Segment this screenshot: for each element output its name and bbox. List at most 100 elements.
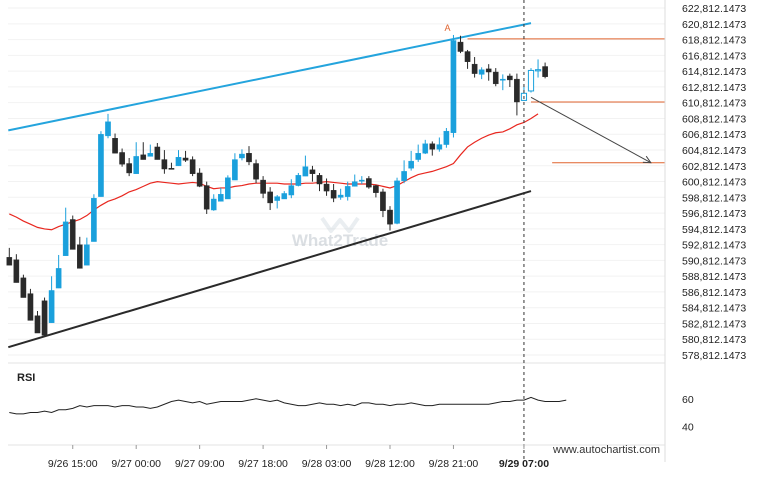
candle-body <box>401 171 407 182</box>
price-tick-label: 614,812.1473 <box>682 66 746 78</box>
rsi-label: RSI <box>17 372 35 384</box>
candle-body <box>161 159 168 170</box>
time-tick-label: 9/28 21:00 <box>429 458 479 470</box>
price-tick-label: 594,812.1473 <box>682 224 746 236</box>
price-tick-label: 590,812.1473 <box>682 255 746 267</box>
candle-body <box>527 69 535 92</box>
candle <box>366 176 372 189</box>
candle <box>429 141 436 156</box>
candle-body <box>260 179 266 194</box>
price-tick-label: 600,812.1473 <box>682 177 746 189</box>
candle-body <box>84 244 90 266</box>
candle-body <box>126 163 132 174</box>
candle <box>295 172 302 187</box>
candle-body <box>147 153 154 157</box>
candle-body <box>351 181 358 187</box>
candle-body <box>6 257 13 266</box>
candle <box>41 297 48 336</box>
price-tick-label: 588,812.1473 <box>682 271 746 283</box>
candle <box>359 176 365 184</box>
candle-body <box>281 193 288 200</box>
trendline-layer <box>8 22 532 349</box>
level-layer <box>467 38 665 164</box>
candle <box>344 181 351 201</box>
candle <box>196 168 203 188</box>
candle-body <box>478 69 485 75</box>
candle-body <box>408 160 414 169</box>
candle <box>330 184 337 203</box>
candle-body <box>175 156 182 167</box>
candle <box>34 310 41 334</box>
channel-trendline <box>8 190 532 349</box>
candle-body <box>443 130 450 145</box>
candle <box>168 162 175 170</box>
candle <box>267 187 273 211</box>
candle-body <box>91 197 97 242</box>
price-tick-label: 612,812.1473 <box>682 82 746 94</box>
candle-body <box>182 157 189 161</box>
candle <box>380 188 386 218</box>
candle-body <box>154 146 161 160</box>
candle <box>415 144 422 162</box>
candle <box>274 195 281 209</box>
candle <box>464 49 471 69</box>
candle <box>20 274 27 298</box>
price-tick-label: 596,812.1473 <box>682 208 746 220</box>
candle-body <box>168 168 175 170</box>
candle <box>542 62 548 79</box>
candle <box>492 68 499 87</box>
candle-body <box>295 175 302 186</box>
candle-body <box>429 143 436 150</box>
candle-body <box>534 69 542 72</box>
projection-layer <box>530 96 652 164</box>
price-tick-label: 608,812.1473 <box>682 113 746 125</box>
candle <box>84 237 90 266</box>
candle <box>6 247 13 266</box>
price-tick-label: 606,812.1473 <box>682 129 746 141</box>
candle <box>154 142 161 160</box>
candle <box>443 128 450 148</box>
candle-body <box>62 221 69 256</box>
arrow-head-icon <box>642 155 652 164</box>
candle <box>161 150 168 174</box>
candle-body <box>76 244 83 269</box>
candle-body <box>48 290 55 323</box>
price-tick-label: 604,812.1473 <box>682 145 746 157</box>
candle <box>450 34 457 138</box>
candle-body <box>471 63 478 74</box>
price-tick-label: 592,812.1473 <box>682 240 746 252</box>
price-tick-label: 598,812.1473 <box>682 192 746 204</box>
moving-average-layer <box>9 113 539 231</box>
rsi-panel: 60 40 <box>9 394 694 433</box>
candle-body <box>492 71 499 85</box>
moving-average-line <box>9 113 539 231</box>
candle <box>253 159 259 184</box>
candle <box>69 215 76 250</box>
grid-layer <box>8 7 665 356</box>
candle <box>91 194 97 242</box>
candle-body <box>267 191 273 204</box>
candle <box>288 179 295 199</box>
candle <box>225 175 231 200</box>
candle <box>394 177 400 225</box>
time-tick-label: 9/29 07:00 <box>499 458 549 470</box>
candle <box>500 74 506 91</box>
candle-body <box>485 68 492 73</box>
candle-body <box>309 169 316 174</box>
watermark-logo-icon <box>320 216 360 233</box>
rsi-tick-label: 60 <box>682 394 694 406</box>
time-tick-label: 9/27 09:00 <box>175 458 225 470</box>
candle-body <box>105 121 111 137</box>
candle <box>527 68 535 93</box>
candle-body <box>457 41 464 52</box>
price-axis: 622,812.1473 620,812.1473 618,812.1473 616,… <box>664 0 746 462</box>
candle <box>514 73 520 116</box>
candle-body <box>217 194 224 202</box>
candle-body <box>203 185 210 210</box>
candle <box>323 178 330 196</box>
candle <box>232 153 238 181</box>
candle <box>471 57 478 78</box>
candle <box>140 142 147 160</box>
candle <box>316 172 323 192</box>
